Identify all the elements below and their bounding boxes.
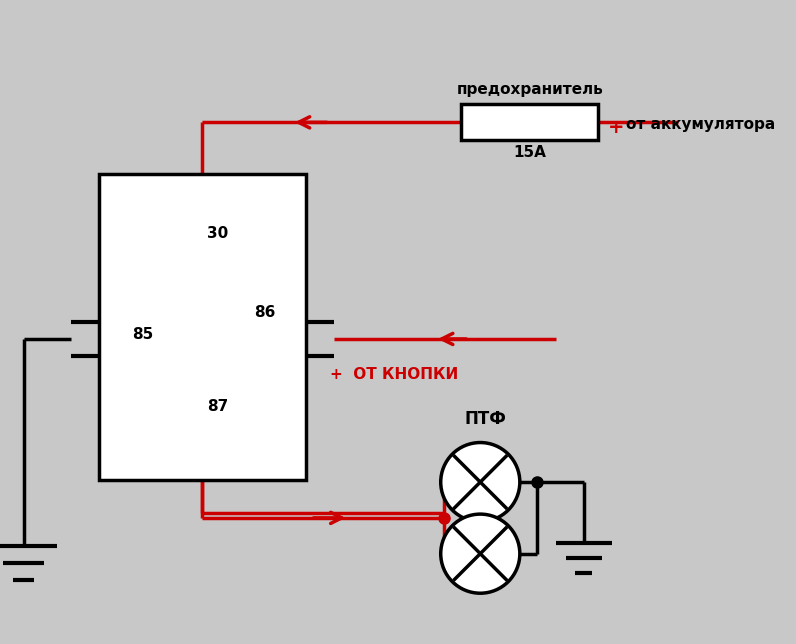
Text: 30: 30	[207, 226, 228, 241]
Bar	[99, 174, 306, 480]
Text: предохранитель: предохранитель	[456, 82, 603, 97]
Text: ПТФ: ПТФ	[464, 410, 506, 428]
Text: от аккумулятора: от аккумулятора	[626, 117, 775, 132]
Text: +: +	[607, 118, 624, 137]
Text: 86: 86	[254, 305, 275, 320]
Text: 15А: 15А	[513, 145, 546, 160]
Text: +  ОТ КНОПКИ: + ОТ КНОПКИ	[330, 367, 458, 382]
Bar	[462, 104, 598, 140]
Circle shape	[441, 514, 520, 593]
Circle shape	[441, 442, 520, 522]
Text: 85: 85	[132, 327, 153, 342]
Text: 87: 87	[207, 399, 228, 414]
